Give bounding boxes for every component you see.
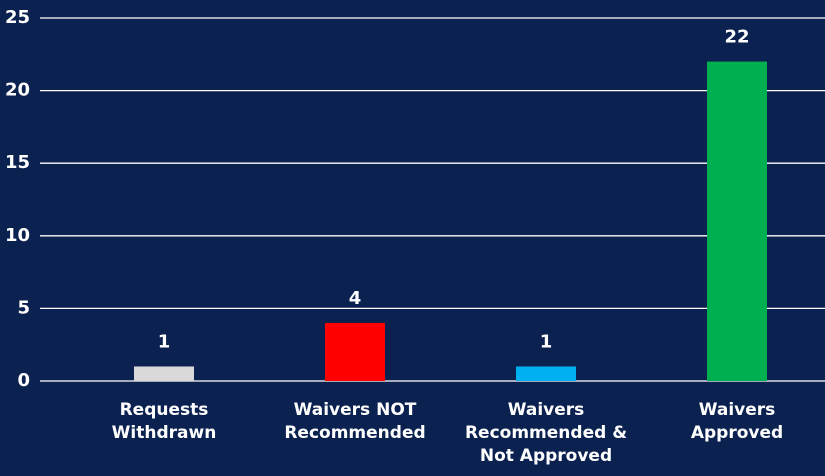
y-tick-label: 20 [5,80,30,101]
bar [325,322,385,381]
bar [516,366,576,381]
x-tick-label: Waivers Recommended & Not Approved [464,400,628,466]
y-tick-label: 0 [17,370,30,391]
y-tick-label: 5 [17,297,30,318]
value-label: 1 [540,331,553,352]
y-tick-label: 25 [5,7,30,28]
x-tick-label: Requests Withdrawn [111,400,217,443]
value-label: 22 [724,27,749,48]
bar [134,366,194,381]
x-tick-label: Waivers NOT Recommended [284,400,426,443]
value-label: 4 [349,288,362,309]
x-tick-label: Waivers Approved [690,400,784,443]
bar [707,61,767,382]
value-label: 1 [158,331,171,352]
y-tick-label: 15 [5,152,30,173]
y-tick-label: 10 [5,225,30,246]
